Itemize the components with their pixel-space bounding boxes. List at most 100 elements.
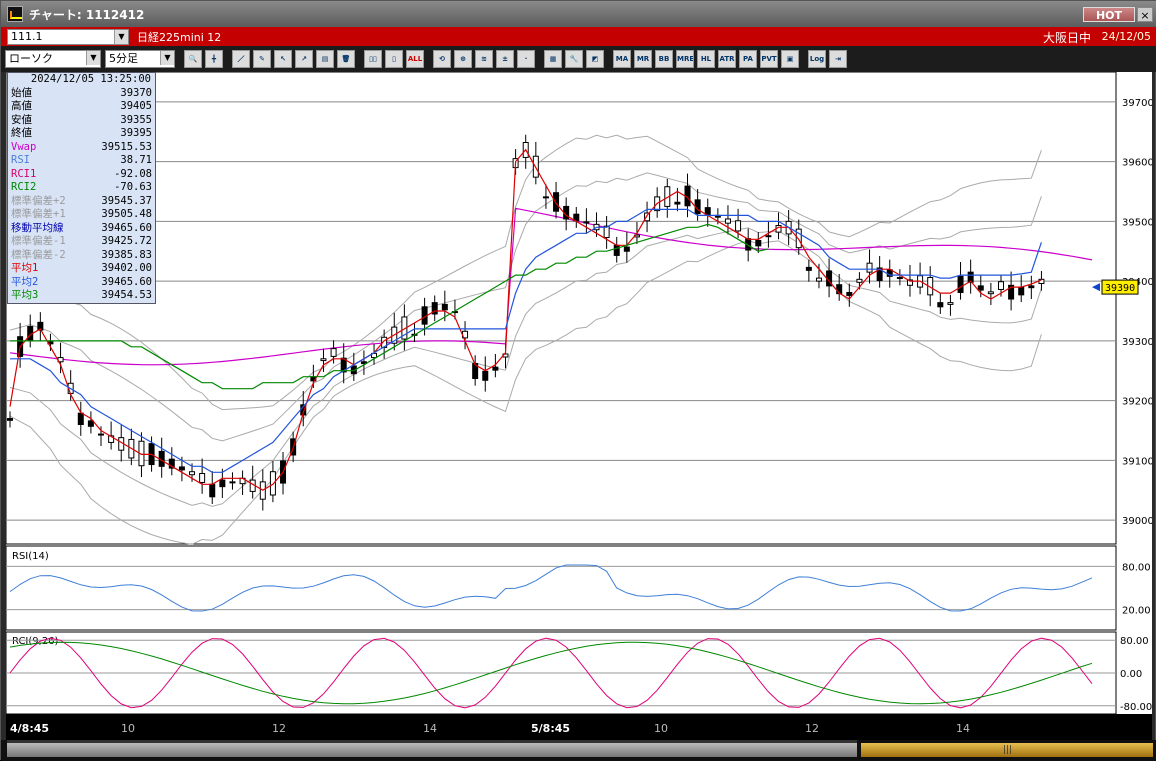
draw-line-icon[interactable]: ／	[232, 50, 250, 68]
chevron-down-icon[interactable]: ▼	[160, 51, 174, 65]
info-bar: 111.1 ▼ 日経225mini 12 大阪日中 24/12/05	[1, 27, 1156, 46]
candle-wide-icon[interactable]: ▯▯	[364, 50, 382, 68]
pointer-icon[interactable]: ↖	[274, 50, 292, 68]
note-icon[interactable]: ▤	[316, 50, 334, 68]
candle-body	[724, 218, 731, 224]
info-value: 39515.53	[101, 140, 152, 153]
wrench-icon[interactable]: 🔧	[565, 50, 583, 68]
chart-area[interactable]: 3970039600395003940039300392003910039000…	[6, 72, 1152, 740]
grid-icon[interactable]: ▦	[544, 50, 562, 68]
rci-axis-label: 0.00	[1120, 669, 1142, 680]
info-row: 標準偏差-1 39425.72	[8, 235, 155, 249]
indicator-icon[interactable]: ≋	[475, 50, 493, 68]
code-select[interactable]: 111.1 ▼	[7, 28, 129, 45]
trash-icon[interactable]: 🗑	[337, 50, 355, 68]
candle-body	[937, 302, 944, 308]
all-button[interactable]: ALL	[406, 50, 424, 68]
candle-body	[613, 244, 620, 256]
reset-icon[interactable]: ⟲	[433, 50, 451, 68]
bb-button[interactable]: BB	[655, 50, 673, 68]
time-axis-bg	[6, 714, 1152, 740]
info-row: 移動平均線 39465.60	[8, 222, 155, 236]
candle-body	[947, 302, 954, 305]
scrollbar-track[interactable]	[7, 743, 857, 757]
bollinger-band-line	[9, 134, 1042, 411]
time-axis-label: 5/8:45	[531, 722, 570, 735]
pvt-button[interactable]: PVT	[760, 50, 778, 68]
log-button[interactable]: Log	[808, 50, 826, 68]
ma-button[interactable]: MA	[613, 50, 631, 68]
palette-icon[interactable]: ◩	[586, 50, 604, 68]
hl-button[interactable]: HL	[697, 50, 715, 68]
info-value: 39355	[120, 113, 152, 126]
chevron-down-icon[interactable]: ▼	[114, 29, 128, 44]
magnify-icon[interactable]: ⊕	[454, 50, 472, 68]
info-value: 39454.53	[101, 289, 152, 301]
candle-body	[815, 277, 822, 282]
candle-body	[340, 357, 347, 373]
date-label: 24/12/05	[1101, 30, 1151, 43]
info-row: RCI2 -70.63	[8, 181, 155, 195]
zoom-icon[interactable]: 🔍	[184, 50, 202, 68]
rci-axis-label: 80.00	[1120, 636, 1149, 647]
mre-button[interactable]: MRE	[676, 50, 694, 68]
rci-title: RCI(9,26)	[12, 636, 59, 647]
info-row: RCI1 -92.08	[8, 168, 155, 182]
scrollbar-thumb[interactable]	[861, 743, 1153, 757]
candle-body	[805, 266, 812, 271]
info-key: 平均3	[11, 289, 39, 301]
candle-body	[795, 228, 802, 249]
crosshair-icon[interactable]: ╋	[205, 50, 223, 68]
chevron-down-icon[interactable]: ▼	[86, 51, 100, 65]
rci1-line	[9, 637, 1093, 709]
candle-body	[967, 271, 974, 283]
blank-icon[interactable]: ·	[517, 50, 535, 68]
rsi-axis-label: 80.00	[1122, 562, 1151, 573]
info-key: 標準偏差+2	[11, 194, 66, 207]
close-button[interactable]: ×	[1137, 7, 1153, 22]
chart-type-select[interactable]: ローソク ▼	[5, 50, 101, 68]
export-icon[interactable]: ⇥	[829, 50, 847, 68]
info-value: -92.08	[114, 167, 152, 180]
frame-icon[interactable]: ▣	[781, 50, 799, 68]
candle-body	[1018, 286, 1025, 296]
window-title: チャート: 1112412	[29, 7, 145, 22]
price-axis-label: 39200	[1122, 397, 1152, 408]
ma-line-3	[10, 223, 769, 390]
candle-body	[98, 433, 105, 436]
interval-value: 5分足	[109, 52, 138, 65]
hot-button[interactable]: HOT	[1083, 7, 1135, 22]
time-axis-label: 10	[654, 722, 668, 735]
candle-body	[1008, 284, 1015, 300]
trend-icon[interactable]: ↗	[295, 50, 313, 68]
current-price-label: 39390	[1105, 283, 1135, 294]
chart-canvas[interactable]: 3970039600395003940039300392003910039000…	[6, 72, 1152, 740]
info-row: 平均3 39454.53	[8, 289, 155, 303]
price-axis-label: 39500	[1122, 217, 1152, 228]
candle-body	[553, 192, 560, 212]
candle-body	[189, 471, 196, 476]
para-button[interactable]: PA RA	[739, 50, 757, 68]
candle-body	[87, 420, 94, 427]
info-row: 平均2 39465.60	[8, 276, 155, 290]
current-price-arrow	[1092, 283, 1100, 292]
candle-body	[755, 239, 762, 247]
info-key: 始値	[11, 86, 32, 99]
atr-button[interactable]: ATR	[718, 50, 736, 68]
current-price-box	[1101, 279, 1139, 295]
grip-icon[interactable]: |||	[1003, 745, 1013, 755]
price-axis-label: 39700	[1122, 98, 1152, 109]
price-axis-label: 39000	[1122, 516, 1152, 527]
interval-select[interactable]: 5分足 ▼	[105, 50, 175, 68]
pen-icon[interactable]: ✎	[253, 50, 271, 68]
info-key: 終値	[11, 127, 32, 139]
candle-narrow-icon[interactable]: ▯	[385, 50, 403, 68]
mr-button[interactable]: MR	[634, 50, 652, 68]
candle-body	[987, 291, 994, 295]
time-axis-label: 12	[272, 722, 286, 735]
signal-icon[interactable]: ±	[496, 50, 514, 68]
info-row: 終値 39395	[8, 127, 155, 141]
candle-body	[735, 220, 742, 232]
info-value: -70.63	[114, 181, 152, 193]
chart-app-icon	[7, 6, 23, 22]
